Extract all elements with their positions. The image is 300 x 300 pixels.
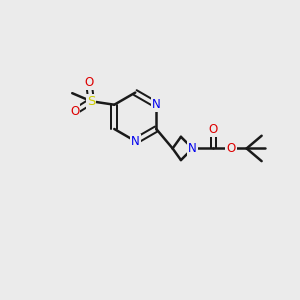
Text: N: N (152, 98, 161, 111)
Text: S: S (87, 95, 95, 108)
Text: N: N (188, 142, 197, 155)
Text: O: O (84, 76, 94, 89)
Text: O: O (209, 123, 218, 136)
Text: O: O (70, 105, 79, 118)
Text: O: O (226, 142, 236, 155)
Text: N: N (131, 135, 140, 148)
